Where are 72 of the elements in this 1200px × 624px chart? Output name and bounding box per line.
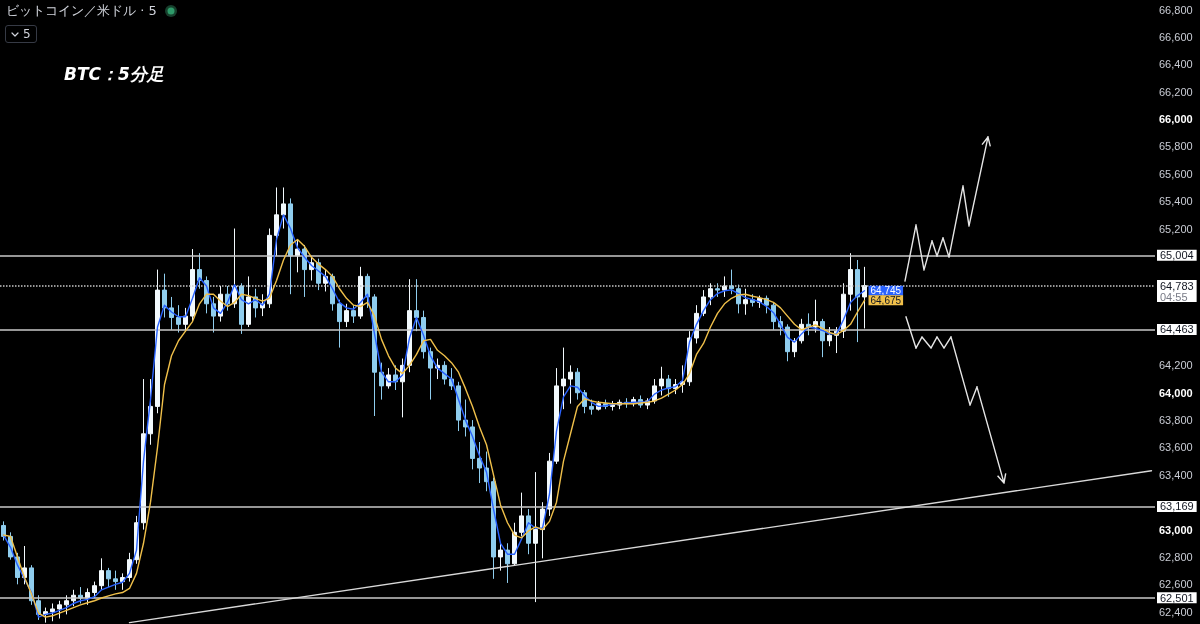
y-tick-label: 62,800 bbox=[1159, 550, 1193, 563]
candlestick bbox=[1, 520, 6, 542]
annotation: 5 bbox=[23, 27, 31, 41]
candlestick bbox=[162, 273, 167, 318]
candlestick bbox=[246, 275, 251, 328]
y-tick-label: 62,400 bbox=[1159, 605, 1193, 618]
candlestick bbox=[827, 326, 832, 347]
y-tick-label: 63,000 bbox=[1159, 523, 1193, 536]
candlestick bbox=[337, 299, 342, 349]
candlestick bbox=[561, 347, 566, 410]
y-tick-label: 66,400 bbox=[1159, 58, 1193, 71]
ref-line-label: 64,783 04:55 bbox=[1160, 279, 1194, 303]
candlestick bbox=[155, 269, 160, 414]
candlestick bbox=[106, 567, 111, 588]
y-tick-label: 65,200 bbox=[1159, 222, 1193, 235]
y-tick-label: 63,400 bbox=[1159, 468, 1193, 481]
candlestick bbox=[498, 542, 503, 572]
ref-line-label: 65,004 bbox=[1160, 249, 1194, 262]
candlestick bbox=[274, 186, 279, 257]
candlestick bbox=[743, 288, 748, 316]
candlestick bbox=[50, 602, 55, 622]
text: BTC：5分足 bbox=[64, 63, 164, 86]
candlestick bbox=[659, 366, 664, 396]
candlestick bbox=[533, 471, 538, 603]
y-tick-label: 63,800 bbox=[1159, 414, 1193, 427]
y-tick-label: 66,000 bbox=[1159, 113, 1193, 126]
candlestick bbox=[176, 304, 181, 334]
candlestick bbox=[848, 252, 853, 312]
candlestick bbox=[855, 259, 860, 343]
data-label: 64,745 bbox=[870, 285, 902, 297]
candlestick bbox=[414, 278, 419, 332]
y-tick-label: 65,400 bbox=[1159, 195, 1193, 208]
candlestick bbox=[183, 307, 188, 332]
candlestick bbox=[862, 266, 867, 329]
candlestick bbox=[806, 312, 811, 336]
candlestick bbox=[729, 269, 734, 295]
y-tick-label: 62,600 bbox=[1159, 578, 1193, 591]
ref-line-label: 62,501 bbox=[1160, 591, 1194, 604]
y-tick-label: 64,000 bbox=[1159, 386, 1193, 399]
candlestick bbox=[113, 570, 118, 591]
candlestick bbox=[505, 542, 510, 584]
candlestick bbox=[750, 293, 755, 308]
candlestick bbox=[477, 441, 482, 484]
candlestick bbox=[57, 600, 62, 620]
candlestick bbox=[64, 594, 69, 615]
candlestick bbox=[351, 304, 356, 324]
candlestick bbox=[519, 492, 524, 537]
candlestick bbox=[568, 364, 573, 405]
candlestick bbox=[92, 581, 97, 599]
candlestick bbox=[610, 400, 615, 412]
candlestick bbox=[99, 557, 104, 591]
candlestick bbox=[666, 374, 671, 398]
y-tick-label: 63,600 bbox=[1159, 441, 1193, 454]
data-label: 64,675 bbox=[870, 294, 902, 306]
candlestick bbox=[344, 303, 349, 328]
candlestick bbox=[575, 367, 580, 401]
y-tick-label: 66,600 bbox=[1159, 30, 1193, 43]
ref-line-label: 64,463 bbox=[1160, 323, 1194, 336]
chart-title: ビットコイン／米ドル · 5 bbox=[6, 2, 157, 20]
candlestick bbox=[792, 337, 797, 358]
candlestick bbox=[708, 282, 713, 306]
y-tick-label: 65,800 bbox=[1159, 140, 1193, 153]
ref-line-label: 63,169 bbox=[1160, 500, 1194, 513]
y-tick-label: 64,200 bbox=[1159, 359, 1193, 372]
candlestick bbox=[722, 275, 727, 298]
candlestick bbox=[358, 266, 363, 320]
candlestick bbox=[379, 362, 384, 401]
y-tick-label: 66,800 bbox=[1159, 3, 1193, 16]
y-tick-label: 66,200 bbox=[1159, 85, 1193, 98]
candlestick bbox=[715, 282, 720, 298]
candlestick bbox=[281, 186, 286, 230]
y-tick-label: 65,600 bbox=[1159, 167, 1193, 180]
